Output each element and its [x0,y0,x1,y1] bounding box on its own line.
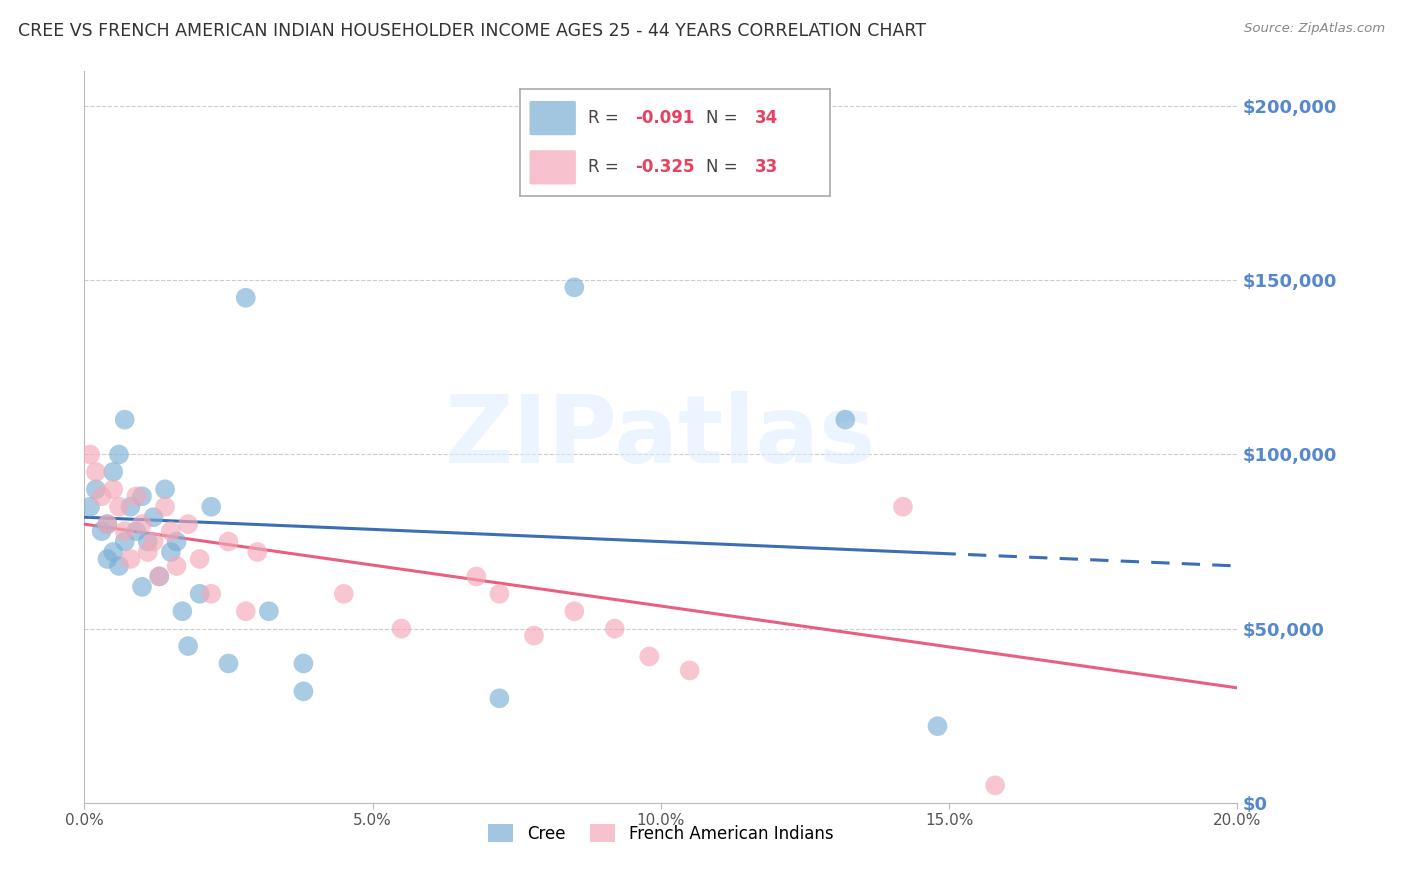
Text: N =: N = [706,159,737,177]
Point [465,569,488,583]
Text: R =: R = [588,109,619,127]
Point [84,465,107,479]
Point [200,500,222,514]
Text: CREE VS FRENCH AMERICAN INDIAN HOUSEHOLDER INCOME AGES 25 - 44 YEARS CORRELATION: CREE VS FRENCH AMERICAN INDIAN HOUSEHOLD… [18,22,927,40]
Point [333,587,356,601]
Point [603,622,626,636]
Point [108,558,131,573]
Point [136,534,159,549]
Point [148,569,170,583]
Point [235,604,257,618]
Point [108,448,131,462]
Point [136,545,159,559]
Point [927,719,949,733]
Point [96,517,118,532]
Point [679,664,702,678]
Point [114,524,136,538]
Text: 33: 33 [755,159,779,177]
Point [142,510,165,524]
Point [103,545,124,559]
Point [488,587,510,601]
Point [488,691,510,706]
Point [96,517,118,532]
Point [891,500,914,514]
Point [523,629,546,643]
Point [166,534,188,549]
Point [148,569,170,583]
Point [246,545,269,559]
Point [834,412,856,426]
Point [177,639,200,653]
Point [391,622,413,636]
Point [90,524,112,538]
Text: 34: 34 [755,109,779,127]
Text: Source: ZipAtlas.com: Source: ZipAtlas.com [1244,22,1385,36]
Point [200,587,222,601]
Point [79,448,101,462]
FancyBboxPatch shape [530,150,576,185]
Point [131,517,153,532]
Point [120,552,142,566]
Text: R =: R = [588,159,619,177]
Point [131,489,153,503]
Point [564,604,586,618]
Point [188,552,211,566]
Point [114,412,136,426]
Point [235,291,257,305]
Point [125,524,148,538]
Point [160,545,183,559]
Point [90,489,112,503]
Point [172,604,194,618]
Text: N =: N = [706,109,737,127]
Point [153,483,176,497]
Point [188,587,211,601]
Point [292,657,315,671]
Text: -0.091: -0.091 [634,109,695,127]
Point [142,534,165,549]
Point [257,604,280,618]
Point [218,657,240,671]
Point [131,580,153,594]
Point [103,465,124,479]
Legend: Cree, French American Indians: Cree, French American Indians [482,818,839,849]
Point [160,524,183,538]
Point [984,778,1007,792]
Point [218,534,240,549]
Point [103,483,124,497]
Point [177,517,200,532]
Point [108,500,131,514]
Point [292,684,315,698]
Point [120,500,142,514]
FancyBboxPatch shape [530,101,576,136]
Point [166,558,188,573]
Point [79,500,101,514]
Point [125,489,148,503]
Point [114,534,136,549]
Point [564,280,586,294]
Point [638,649,661,664]
Text: ZIPatlas: ZIPatlas [446,391,876,483]
Point [96,552,118,566]
Point [153,500,176,514]
Text: -0.325: -0.325 [634,159,695,177]
Point [84,483,107,497]
